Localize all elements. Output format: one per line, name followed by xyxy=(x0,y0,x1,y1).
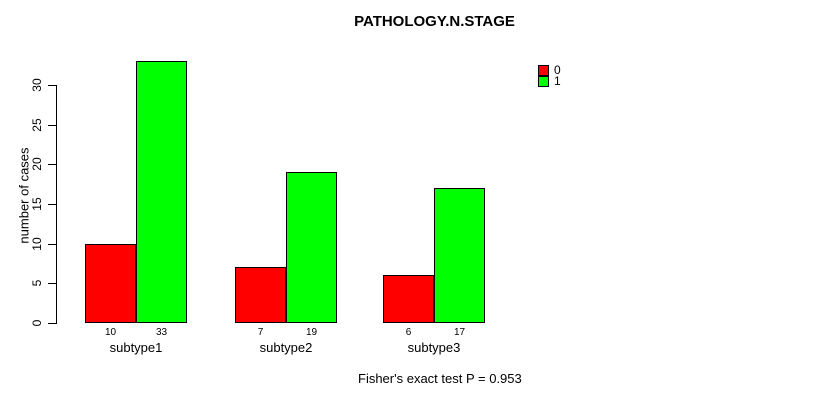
chart-title: PATHOLOGY.N.STAGE xyxy=(354,13,515,30)
x-category-label: subtype2 xyxy=(259,340,313,355)
y-axis-tick-label: 10 xyxy=(30,237,44,251)
y-axis-tick xyxy=(48,204,56,205)
bar-subtype1-0 xyxy=(85,244,136,323)
y-axis-tick xyxy=(48,85,56,86)
y-axis-tick-label: 25 xyxy=(30,118,44,132)
legend-item: 0 xyxy=(538,63,561,77)
y-axis-tick xyxy=(48,125,56,126)
y-axis-tick-label: 30 xyxy=(30,78,44,92)
legend-swatch-0 xyxy=(538,65,549,76)
bar-value-label: 7 xyxy=(257,327,264,338)
y-axis-tick xyxy=(48,283,56,284)
bar-subtype3-1 xyxy=(434,188,485,323)
bar-subtype1-1 xyxy=(136,61,187,323)
legend-swatch-1 xyxy=(538,76,549,87)
bar-value-label: 33 xyxy=(155,327,168,338)
y-axis-tick-label: 5 xyxy=(30,279,44,287)
bar-value-label: 19 xyxy=(305,327,318,338)
y-axis-tick xyxy=(48,323,56,324)
footnote-fisher-test: Fisher's exact test P = 0.953 xyxy=(358,371,522,386)
x-category-label: subtype3 xyxy=(407,340,461,355)
legend-label: 1 xyxy=(554,74,561,88)
y-axis-tick xyxy=(48,164,56,165)
y-axis-line xyxy=(56,85,57,324)
y-axis-tick xyxy=(48,244,56,245)
bar-subtype3-0 xyxy=(383,275,434,323)
y-axis-tick-label: 0 xyxy=(30,319,44,327)
bar-value-label: 17 xyxy=(453,327,466,338)
y-axis-tick-label: 15 xyxy=(30,197,44,211)
bar-subtype2-0 xyxy=(235,267,286,323)
legend-item: 1 xyxy=(538,74,561,88)
x-category-label: subtype1 xyxy=(109,340,163,355)
legend-label: 0 xyxy=(554,63,561,77)
bar-subtype2-1 xyxy=(286,172,337,323)
bar-value-label: 10 xyxy=(104,327,117,338)
y-axis-tick-label: 20 xyxy=(30,157,44,171)
bar-value-label: 6 xyxy=(405,327,412,338)
